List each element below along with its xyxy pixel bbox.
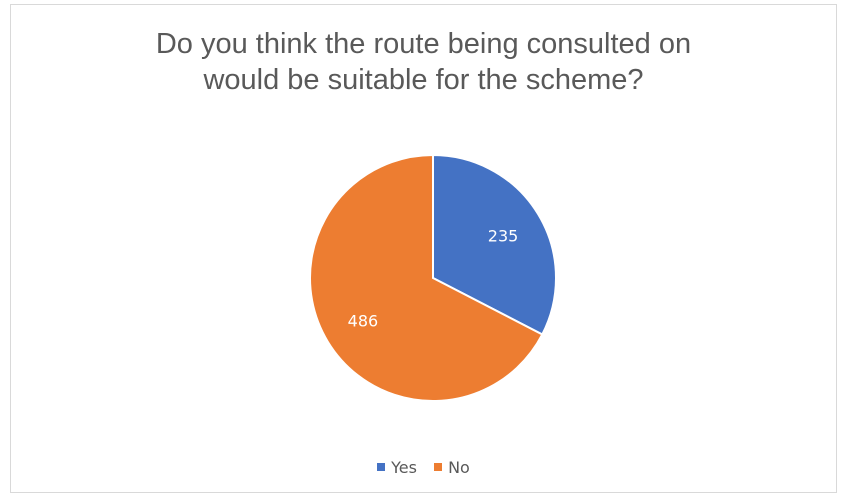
chart-title: Do you think the route being consulted o…: [155, 28, 692, 96]
pie-slice-yes: [432, 153, 557, 336]
pie-slice-no: [309, 153, 544, 402]
legend-label-yes: Yes: [391, 457, 417, 477]
legend-swatch-no: [434, 463, 443, 471]
data-label-yes: 235: [488, 226, 519, 245]
legend: Yes No: [0, 456, 847, 477]
legend-item-no: No: [434, 458, 470, 477]
data-label-no: 486: [348, 312, 379, 331]
legend-item-yes: Yes: [377, 458, 417, 477]
legend-swatch-yes: [377, 463, 386, 471]
legend-label-no: No: [448, 457, 470, 477]
